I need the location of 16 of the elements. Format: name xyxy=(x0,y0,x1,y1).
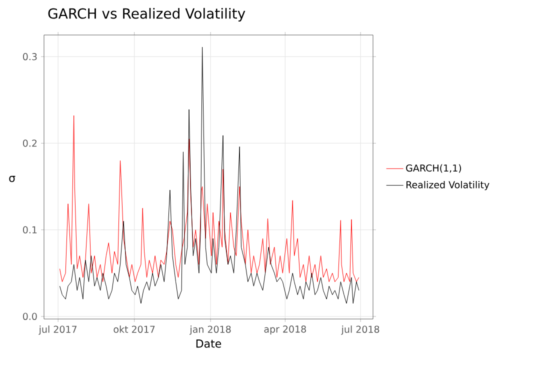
x-axis-title: Date xyxy=(196,340,222,348)
x-tick-label: jul 2017 xyxy=(38,326,77,335)
x-tick-label: okt 2017 xyxy=(114,326,155,333)
x-tick-label: apr 2018 xyxy=(264,326,306,335)
legend-label: GARCH(1,1) xyxy=(406,164,462,173)
line-series xyxy=(59,115,360,282)
y-axis-title: σ xyxy=(9,176,16,182)
x-tick-label: jan 2018 xyxy=(190,326,231,335)
x-tick-label: jul 2018 xyxy=(341,326,380,335)
legend-label: Realized Volatility xyxy=(406,180,490,190)
line-series xyxy=(59,46,360,304)
y-tick-label: 0.2 xyxy=(22,140,37,147)
y-tick-label: 0.3 xyxy=(22,53,37,60)
y-tick-label: 0.0 xyxy=(22,312,37,320)
chart-title: GARCH vs Realized Volatility xyxy=(48,8,246,22)
y-tick-label: 0.1 xyxy=(22,226,37,234)
